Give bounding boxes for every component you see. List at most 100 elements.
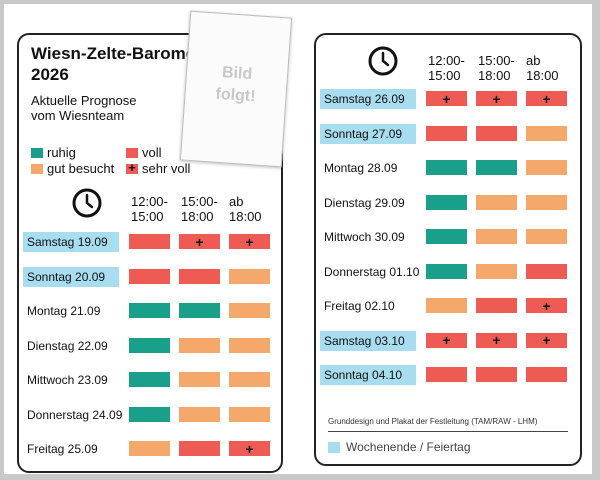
forecast-cell-sehr-voll: + [476,91,517,107]
forecast-cell-sehr-voll: + [179,233,220,250]
legend-ruhig: ruhig [31,145,76,160]
placeholder-note-line-1: Bild [221,64,253,84]
forecast-cell-voll [179,441,220,456]
forecast-cell-sehr-voll: + [526,298,567,314]
column-header-3: ab 18:00 [526,53,559,83]
forecast-cell-sehr-voll: + [476,332,517,348]
column-header-1: 12:00- 15:00 [428,53,465,83]
forecast-cell-voll [476,125,517,141]
plus-symbol: + [128,159,136,175]
footer-divider [328,431,568,432]
forecast-cell-voll [179,268,220,284]
weekend-swatch [328,441,340,453]
forecast-cell-sehr-voll: + [426,332,467,348]
forecast-cell-gut-besucht [229,337,270,353]
forecast-cell-voll [526,367,567,382]
legend-label-ruhig: ruhig [47,145,76,160]
day-label: Donnerstag 24.09 [27,407,123,422]
forecast-cell-gut-besucht [179,406,220,422]
day-label: Dienstag 29.09 [324,195,405,210]
forecast-cell-ruhig [426,263,467,279]
day-label: Montag 28.09 [324,161,398,175]
column-header-2-line-1: 15:00- [181,194,218,209]
legend-label-voll: voll [142,145,162,160]
plus-symbol: + [442,90,451,107]
forecast-cell-gut-besucht [476,263,517,279]
column-header-1-line-2: 15:00 [131,209,164,224]
placeholder-note-line-2: folgt! [215,85,257,106]
plus-symbol: + [442,332,451,348]
footer-legend: Wochenende / Feiertag [328,440,471,454]
day-label: Samstag 03.10 [320,330,416,351]
plus-symbol: + [245,440,254,457]
forecast-cell-ruhig [426,229,467,244]
subtitle-line-2: vom Wiesnteam [31,108,125,123]
day-label: Sonntag 20.09 [23,266,119,287]
forecast-cell-sehr-voll: + [526,90,567,107]
forecast-cell-ruhig [129,303,170,318]
forecast-cell-gut-besucht [179,372,220,387]
column-header-3-line-2: 18:00 [229,209,262,224]
column-header-2-line-2: 18:00 [478,68,511,83]
column-header-2-line-2: 18:00 [181,209,214,224]
forecast-cell-voll [476,298,517,313]
forecast-cell-sehr-voll: + [229,440,270,457]
column-header-3-line-2: 18:00 [526,68,559,83]
day-label: Samstag 26.09 [320,89,416,109]
day-label: Donnerstag 01.10 [324,264,420,279]
forecast-cell-gut-besucht [526,160,567,175]
forecast-cell-voll [129,234,170,249]
legend-swatch-sehr-voll: + [126,160,138,175]
clock-icon [72,188,102,218]
forecast-cell-gut-besucht [476,194,517,210]
day-label: Freitag 02.10 [324,299,395,313]
column-header-3-line-1: ab [526,53,541,68]
forecast-cell-sehr-voll: + [229,233,270,250]
forecast-cell-gut-besucht [526,194,567,210]
legend-voll: voll [126,145,162,160]
forecast-cell-gut-besucht [426,298,467,313]
forecast-cell-ruhig [179,303,220,318]
forecast-cell-ruhig [129,337,170,353]
forecast-cell-sehr-voll: + [426,90,467,107]
day-label: Mittwoch 23.09 [27,373,108,387]
legend-swatch-voll [126,147,138,158]
forecast-cell-voll [526,263,567,279]
plus-symbol: + [542,332,551,348]
forecast-cell-voll [426,125,467,141]
column-header-3: ab 18:00 [229,194,262,224]
forecast-cell-gut-besucht [476,229,517,244]
plus-symbol: + [492,332,501,348]
page-title-text: Wiesn-Zelte-Barometer 2026 [31,44,217,84]
forecast-cell-ruhig [426,194,467,210]
forecast-cell-gut-besucht [179,337,220,353]
subtitle-line-1: Aktuelle Prognose [31,93,137,108]
plus-symbol: + [542,90,551,107]
column-header-3-line-1: ab [229,194,244,209]
right-panel: 12:00- 15:00 15:00- 18:00 ab 18:00 Samst… [314,33,582,466]
day-label: Sonntag 04.10 [320,365,416,385]
legend-swatch-ruhig [31,147,43,158]
day-label: Montag 21.09 [27,304,101,318]
legend-gut-besucht: gut besucht [31,161,114,176]
forecast-cell-ruhig [476,160,517,175]
day-label: Freitag 25.09 [27,442,98,456]
day-label: Samstag 19.09 [23,232,119,252]
placeholder-note: Bild folgt! [179,10,293,168]
forecast-cell-ruhig [426,160,467,175]
forecast-cell-gut-besucht [229,268,270,284]
forecast-cell-sehr-voll: + [526,332,567,348]
column-header-1: 12:00- 15:00 [131,194,168,224]
subtitle: Aktuelle Prognose vom Wiesnteam [31,93,137,123]
clock-icon [368,46,398,76]
forecast-cell-gut-besucht [229,372,270,387]
forecast-cell-voll [426,367,467,382]
column-header-2-line-1: 15:00- [478,53,515,68]
plus-symbol: + [245,233,254,250]
day-label: Dienstag 22.09 [27,338,108,353]
legend-label-gut-besucht: gut besucht [47,161,115,176]
plus-symbol: + [195,233,204,250]
column-header-1-line-1: 12:00- [131,194,168,209]
forecast-cell-voll [476,367,517,382]
weekend-legend-label: Wochenende / Feiertag [346,440,471,454]
